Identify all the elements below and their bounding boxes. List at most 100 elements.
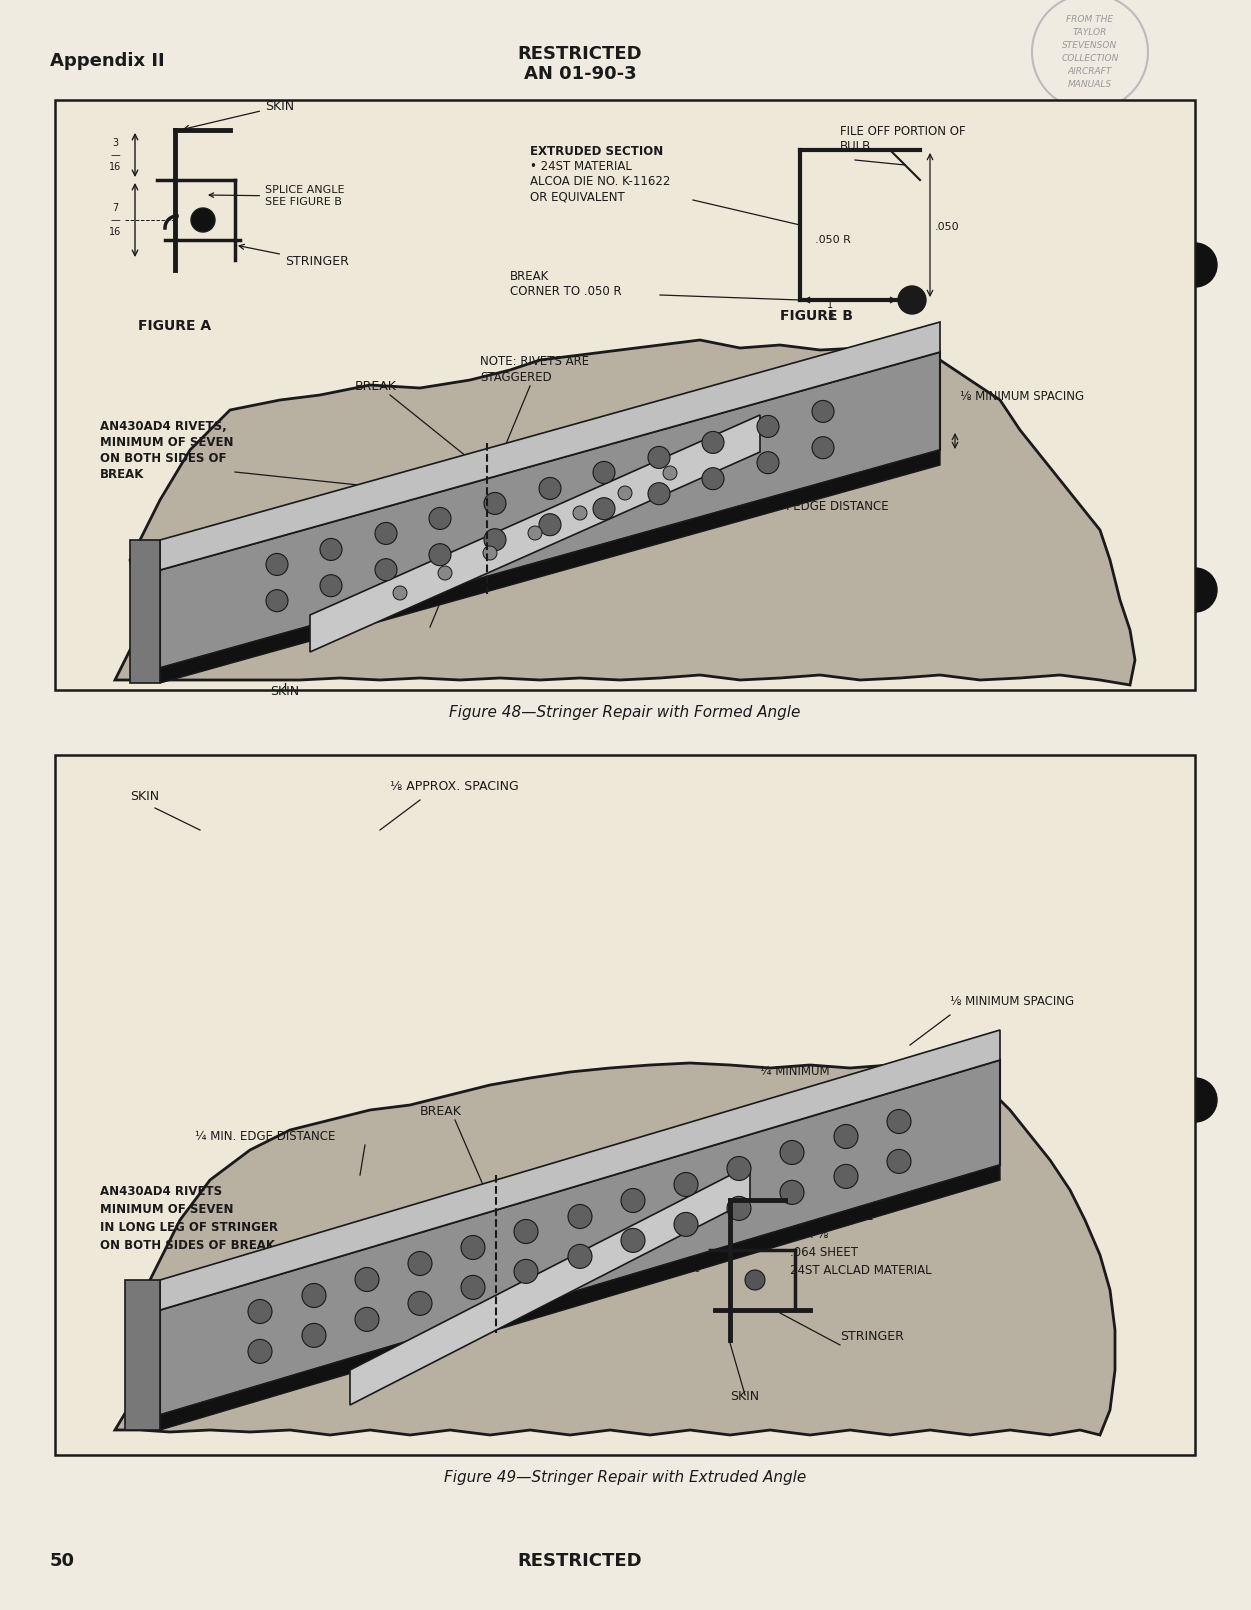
Text: ¼ MINIMUM: ¼ MINIMUM bbox=[761, 1064, 829, 1079]
Text: SKIN: SKIN bbox=[731, 1389, 759, 1402]
Text: SKIN: SKIN bbox=[184, 100, 294, 130]
Circle shape bbox=[355, 1307, 379, 1331]
Circle shape bbox=[191, 208, 215, 232]
Text: MANUALS: MANUALS bbox=[1068, 80, 1112, 89]
Text: ⅛ MINIMUM EDGE DISTANCE: ⅛ MINIMUM EDGE DISTANCE bbox=[721, 501, 888, 514]
Circle shape bbox=[1173, 568, 1217, 612]
Text: AN 01-90-3: AN 01-90-3 bbox=[524, 64, 637, 84]
Polygon shape bbox=[160, 322, 940, 570]
Polygon shape bbox=[115, 1063, 1115, 1435]
Circle shape bbox=[320, 575, 342, 597]
Text: Figure 48—Stringer Repair with Formed Angle: Figure 48—Stringer Repair with Formed An… bbox=[449, 705, 801, 720]
Circle shape bbox=[593, 462, 615, 483]
Text: 1
8: 1 8 bbox=[827, 301, 833, 322]
Polygon shape bbox=[160, 1030, 1000, 1311]
Text: RESTRICTED: RESTRICTED bbox=[518, 1552, 642, 1570]
Circle shape bbox=[248, 1299, 271, 1323]
Text: OR EQUIVALENT: OR EQUIVALENT bbox=[530, 190, 624, 203]
Text: ON BOTH SIDES OF: ON BOTH SIDES OF bbox=[100, 452, 226, 465]
Text: IN LONG LEG OF STRINGER: IN LONG LEG OF STRINGER bbox=[100, 1220, 278, 1233]
Text: STRINGER: STRINGER bbox=[239, 245, 349, 267]
Text: ALCOA DIE NO. K-11622: ALCOA DIE NO. K-11622 bbox=[530, 175, 671, 188]
Text: TAYLOR: TAYLOR bbox=[1073, 27, 1107, 37]
Circle shape bbox=[408, 1291, 432, 1315]
Text: MINIMUM OF SEVEN: MINIMUM OF SEVEN bbox=[100, 1203, 234, 1216]
Circle shape bbox=[539, 514, 560, 536]
Circle shape bbox=[702, 431, 724, 454]
Circle shape bbox=[514, 1219, 538, 1243]
Circle shape bbox=[573, 506, 587, 520]
Polygon shape bbox=[160, 1166, 1000, 1430]
Text: COLLECTION: COLLECTION bbox=[1061, 55, 1118, 63]
Circle shape bbox=[266, 554, 288, 575]
Text: CORNER TO .050 R: CORNER TO .050 R bbox=[510, 285, 622, 298]
Text: BREAK: BREAK bbox=[510, 270, 549, 283]
Circle shape bbox=[438, 567, 452, 580]
Circle shape bbox=[781, 1140, 804, 1164]
Text: BULB: BULB bbox=[839, 140, 871, 153]
Circle shape bbox=[620, 1188, 646, 1212]
Circle shape bbox=[648, 483, 671, 504]
Text: R: R bbox=[711, 1253, 719, 1262]
Text: FILE OFF PORTION OF: FILE OFF PORTION OF bbox=[839, 126, 966, 138]
Circle shape bbox=[408, 1251, 432, 1275]
Text: RESTRICTED: RESTRICTED bbox=[518, 45, 642, 63]
Circle shape bbox=[746, 1270, 766, 1290]
Circle shape bbox=[539, 478, 560, 499]
Text: Figure 49—Stringer Repair with Extruded Angle: Figure 49—Stringer Repair with Extruded … bbox=[444, 1470, 806, 1484]
Circle shape bbox=[320, 538, 342, 560]
Circle shape bbox=[462, 1235, 485, 1259]
Circle shape bbox=[375, 559, 397, 581]
Circle shape bbox=[757, 415, 779, 438]
Text: BREAK: BREAK bbox=[355, 380, 397, 393]
Text: AN430AD4 RIVETS: AN430AD4 RIVETS bbox=[100, 1185, 223, 1198]
Circle shape bbox=[266, 589, 288, 612]
Circle shape bbox=[593, 497, 615, 520]
Text: ⅛ MINIMUM SPACING: ⅛ MINIMUM SPACING bbox=[960, 390, 1085, 402]
Polygon shape bbox=[350, 1166, 751, 1406]
Circle shape bbox=[887, 1109, 911, 1133]
Circle shape bbox=[484, 493, 505, 515]
Circle shape bbox=[484, 528, 505, 551]
Text: FROM THE: FROM THE bbox=[1066, 14, 1113, 24]
Circle shape bbox=[781, 1180, 804, 1204]
Circle shape bbox=[375, 522, 397, 544]
Circle shape bbox=[727, 1196, 751, 1220]
Text: ¼ MIN. EDGE DISTANCE: ¼ MIN. EDGE DISTANCE bbox=[195, 1130, 335, 1143]
Text: STEVENSON: STEVENSON bbox=[1062, 40, 1117, 50]
Circle shape bbox=[528, 526, 542, 539]
Text: STAGGERED: STAGGERED bbox=[480, 370, 552, 385]
Text: SPLICE ANGLE: SPLICE ANGLE bbox=[789, 1211, 873, 1224]
Text: AIRCRAFT: AIRCRAFT bbox=[1068, 68, 1112, 76]
Circle shape bbox=[248, 1340, 271, 1364]
Text: 50: 50 bbox=[50, 1552, 75, 1570]
Text: SKIN: SKIN bbox=[130, 791, 159, 803]
Text: ⅛ MINIMUM SPACING: ⅛ MINIMUM SPACING bbox=[950, 995, 1075, 1008]
Circle shape bbox=[702, 467, 724, 489]
Polygon shape bbox=[160, 1059, 1000, 1415]
Text: ¼ MINIMUM: ¼ MINIMUM bbox=[761, 470, 829, 483]
Text: MINIMUM OF SEVEN: MINIMUM OF SEVEN bbox=[100, 436, 234, 449]
Text: 7
—
16: 7 — 16 bbox=[109, 203, 121, 237]
Circle shape bbox=[618, 486, 632, 501]
Text: BREAK: BREAK bbox=[420, 1104, 462, 1117]
Circle shape bbox=[301, 1323, 327, 1348]
Circle shape bbox=[674, 1212, 698, 1236]
Text: • 24ST MATERIAL: • 24ST MATERIAL bbox=[530, 159, 632, 172]
Text: ON BOTH SIDES OF BREAK: ON BOTH SIDES OF BREAK bbox=[100, 1240, 275, 1253]
Polygon shape bbox=[160, 451, 940, 683]
Text: EXTRUDED SECTION: EXTRUDED SECTION bbox=[530, 145, 663, 158]
Text: SPLICE ANGLE
SEE FIGURE B: SPLICE ANGLE SEE FIGURE B bbox=[209, 185, 344, 208]
Circle shape bbox=[898, 287, 926, 314]
Circle shape bbox=[757, 452, 779, 473]
Circle shape bbox=[355, 1267, 379, 1291]
Text: SKIN: SKIN bbox=[270, 684, 299, 699]
Text: NOTE: RIVETS ARE: NOTE: RIVETS ARE bbox=[480, 354, 589, 369]
Polygon shape bbox=[125, 1280, 160, 1430]
Circle shape bbox=[393, 586, 407, 601]
Polygon shape bbox=[130, 539, 160, 683]
Text: ⅛ APPROX. SPACING: ⅛ APPROX. SPACING bbox=[390, 779, 519, 794]
Circle shape bbox=[514, 1259, 538, 1283]
Text: ⅛ X ⅛: ⅛ X ⅛ bbox=[789, 1228, 828, 1241]
Text: .064 SHEET: .064 SHEET bbox=[789, 1246, 858, 1259]
